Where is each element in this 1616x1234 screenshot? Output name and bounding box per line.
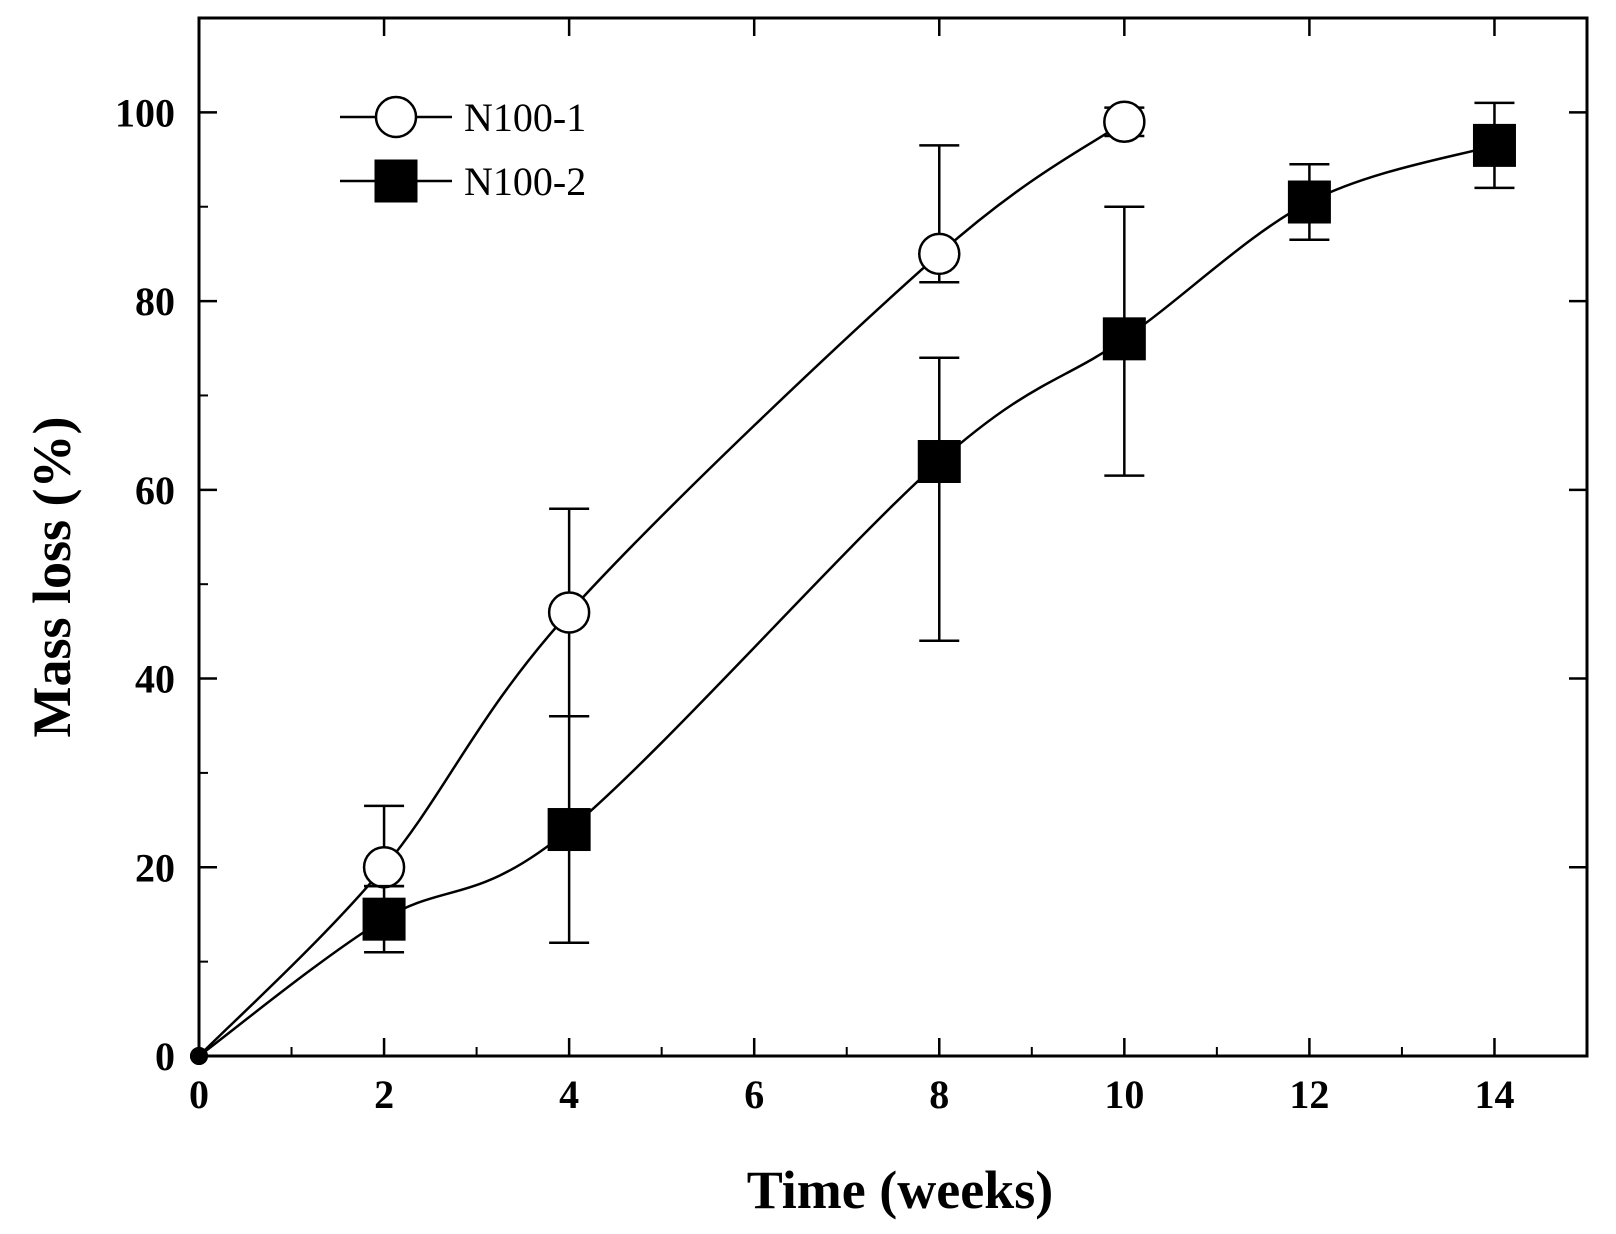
series-line-n100-1 bbox=[198, 120, 1126, 1057]
axes: 0 2 4 6 8 10 12 14 0 20 40 60 80 100 bbox=[115, 18, 1587, 1117]
y-tick-label-80: 80 bbox=[135, 279, 175, 324]
legend-entry-n100-2: N100-2 bbox=[340, 159, 586, 204]
legend-label-n100-1: N100-1 bbox=[464, 95, 586, 140]
data-point-n100-2-14 bbox=[1472, 123, 1516, 167]
data-point-n100-2-4 bbox=[547, 808, 591, 852]
data-point-n100-1-10 bbox=[1103, 100, 1146, 144]
x-tick-label-4: 4 bbox=[559, 1072, 579, 1117]
x-axis-title: Time (weeks) bbox=[747, 1160, 1053, 1220]
y-tick-label-20: 20 bbox=[135, 845, 175, 890]
x-tick-label-10: 10 bbox=[1104, 1072, 1144, 1117]
x-tick-label-12: 12 bbox=[1289, 1072, 1329, 1117]
data-point-n100-2-10 bbox=[1102, 317, 1146, 361]
x-tick-label-2: 2 bbox=[374, 1072, 394, 1117]
data-point-n100-1-2 bbox=[362, 846, 406, 889]
x-tick-label-8: 8 bbox=[929, 1072, 949, 1117]
data-point-n100-1-8 bbox=[918, 232, 961, 276]
x-tick-label-0: 0 bbox=[189, 1072, 209, 1117]
y-tick-label-40: 40 bbox=[135, 657, 175, 702]
data-point-n100-2-0 bbox=[190, 1047, 208, 1065]
legend-label-n100-2: N100-2 bbox=[464, 159, 586, 204]
data-point-n100-1-4 bbox=[547, 591, 591, 634]
data-point-n100-2-2 bbox=[362, 897, 406, 941]
legend-entry-n100-1: N100-1 bbox=[340, 95, 586, 140]
plot-frame bbox=[197, 16, 1589, 1058]
data-series bbox=[190, 100, 1516, 1065]
y-axis-title: Mass loss (%) bbox=[22, 417, 82, 738]
data-point-n100-2-8 bbox=[917, 440, 961, 484]
legend-marker-n100-2 bbox=[374, 159, 418, 203]
legend-marker-n100-1 bbox=[374, 95, 418, 139]
data-point-n100-2-12 bbox=[1287, 180, 1331, 224]
x-tick-label-6: 6 bbox=[744, 1072, 764, 1117]
legend: N100-1 N100-2 bbox=[340, 95, 586, 204]
plot-border bbox=[197, 16, 1589, 1058]
y-tick-label-60: 60 bbox=[135, 468, 175, 513]
y-tick-label-100: 100 bbox=[115, 90, 175, 135]
series-n100-2 bbox=[190, 101, 1516, 1065]
y-tick-label-0: 0 bbox=[155, 1034, 175, 1079]
x-tick-label-14: 14 bbox=[1474, 1072, 1514, 1117]
series-n100-1 bbox=[190, 100, 1146, 1065]
